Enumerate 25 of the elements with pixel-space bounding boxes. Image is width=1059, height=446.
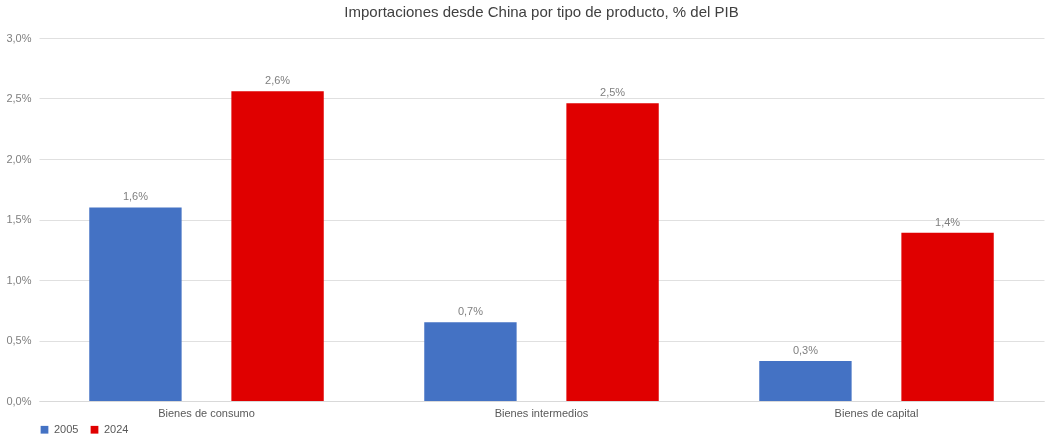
- legend-label: 2024: [104, 422, 129, 435]
- data-label: 1,4%: [935, 215, 961, 228]
- x-tick-label: Bienes intermedios: [494, 406, 589, 419]
- y-tick-label: 2,0%: [6, 152, 32, 165]
- bar: [424, 322, 517, 401]
- bar: [89, 207, 182, 401]
- y-tick-label: 2,5%: [6, 92, 32, 104]
- bar: [901, 232, 994, 401]
- data-label: 2,6%: [265, 74, 291, 87]
- x-tick-label: Bienes de capital: [834, 406, 919, 419]
- data-label: 2,5%: [600, 86, 626, 99]
- y-tick-label: 1,5%: [6, 213, 32, 225]
- data-label: 0,7%: [457, 305, 484, 318]
- data-label: 1,6%: [122, 190, 149, 203]
- bar: [231, 91, 324, 401]
- y-tick-label: 0,0%: [6, 394, 32, 407]
- x-tick-label: Bienes de consumo: [158, 406, 255, 419]
- bar: [566, 103, 659, 401]
- legend-label: 2005: [54, 422, 79, 435]
- data-label: 0,3%: [792, 344, 819, 357]
- y-tick-label: 1,0%: [6, 273, 32, 286]
- y-tick-label: 0,5%: [6, 334, 32, 346]
- y-tick-label: 3,0%: [6, 31, 32, 44]
- bar: [759, 361, 852, 401]
- chart-title: Importaciones desde China por tipo de producto, % del PIB: [344, 3, 739, 20]
